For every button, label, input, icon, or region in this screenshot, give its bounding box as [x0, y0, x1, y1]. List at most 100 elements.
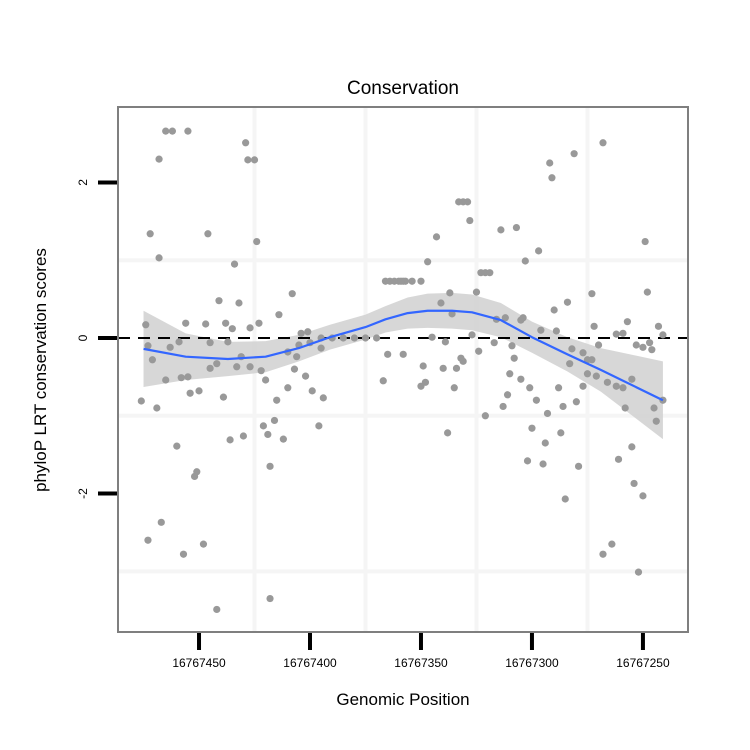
- data-point: [288, 290, 296, 298]
- chart-title: Conservation: [347, 78, 459, 99]
- data-point: [508, 342, 516, 350]
- data-point: [639, 492, 647, 500]
- data-point: [250, 156, 259, 164]
- data-point: [452, 364, 461, 372]
- data-point: [317, 344, 325, 352]
- data-point: [450, 384, 458, 392]
- data-point: [459, 357, 467, 365]
- data-point: [148, 356, 157, 364]
- data-point: [630, 479, 638, 488]
- data-point: [162, 127, 170, 135]
- data-point: [177, 374, 185, 382]
- data-point: [599, 550, 607, 558]
- data-point: [583, 370, 592, 378]
- data-point: [437, 299, 445, 307]
- data-point: [206, 339, 214, 347]
- data-point: [472, 288, 481, 296]
- data-point: [195, 387, 203, 395]
- data-point: [521, 257, 529, 265]
- data-point: [541, 439, 549, 447]
- data-point: [554, 384, 563, 392]
- data-point: [290, 365, 299, 373]
- data-point: [619, 329, 627, 337]
- data-point: [537, 326, 545, 334]
- data-point: [202, 320, 210, 328]
- data-point: [441, 338, 449, 346]
- data-point: [315, 422, 323, 430]
- data-point: [497, 226, 505, 234]
- data-point: [242, 139, 250, 147]
- data-point: [528, 424, 536, 432]
- data-point: [475, 347, 483, 355]
- data-point: [213, 605, 221, 614]
- data-point: [444, 429, 452, 437]
- data-point: [399, 350, 407, 358]
- data-point: [190, 472, 199, 481]
- data-point: [481, 412, 489, 420]
- data-point: [144, 536, 152, 544]
- data-point: [304, 328, 312, 336]
- data-point: [155, 155, 163, 163]
- data-point: [588, 290, 596, 298]
- confidence-band: [143, 292, 663, 440]
- grid-lines: [118, 107, 688, 632]
- data-points: [137, 127, 667, 614]
- data-point: [439, 364, 447, 372]
- data-point: [144, 342, 152, 350]
- data-point: [539, 460, 547, 468]
- data-point: [284, 384, 292, 392]
- data-point: [206, 364, 214, 372]
- x-tick-label: 16767350: [394, 656, 448, 670]
- data-point: [510, 354, 518, 362]
- data-point: [219, 393, 228, 401]
- data-point: [275, 311, 283, 319]
- data-point: [612, 382, 620, 390]
- data-point: [619, 384, 627, 392]
- y-axis-label: phyloP LRT conservation scores: [31, 248, 50, 492]
- data-point: [308, 387, 316, 395]
- y-tick-label: 2: [76, 179, 90, 186]
- data-point: [428, 333, 436, 341]
- smooth-line-group: [143, 309, 664, 402]
- plot-frame: [117, 106, 689, 633]
- data-point: [157, 518, 165, 526]
- data-point: [233, 363, 241, 371]
- data-point: [213, 360, 221, 368]
- x-axis-ticks: 16767450 16767400 16767350 16767300 16767250: [172, 633, 670, 670]
- data-point: [259, 422, 267, 430]
- data-point: [297, 329, 305, 337]
- data-point: [432, 233, 441, 241]
- data-point: [639, 343, 647, 351]
- data-point: [650, 404, 658, 412]
- data-point: [570, 150, 578, 158]
- data-point: [168, 127, 176, 135]
- x-axis-label: Genomic Position: [336, 690, 469, 709]
- data-point: [594, 341, 603, 349]
- data-point: [568, 345, 576, 353]
- data-point: [517, 375, 525, 383]
- data-point: [222, 319, 230, 327]
- y-tick-label: -2: [76, 488, 90, 499]
- data-point: [204, 230, 212, 238]
- data-point: [519, 314, 527, 322]
- data-point: [579, 382, 587, 390]
- data-point: [632, 341, 640, 349]
- data-point: [506, 370, 514, 378]
- data-point: [543, 409, 552, 418]
- data-point: [246, 324, 254, 332]
- data-point: [648, 346, 656, 354]
- data-point: [634, 568, 643, 576]
- data-point: [590, 322, 598, 330]
- data-point: [146, 230, 154, 238]
- data-point: [599, 139, 607, 147]
- data-point: [574, 462, 583, 470]
- data-point: [397, 277, 405, 285]
- data-point: [273, 396, 281, 404]
- data-point: [552, 327, 560, 335]
- data-point: [588, 356, 596, 364]
- data-point: [559, 402, 567, 411]
- smooth-line: [143, 309, 664, 402]
- confidence-band-group: [143, 292, 663, 440]
- data-point: [419, 362, 427, 370]
- data-point: [235, 299, 243, 307]
